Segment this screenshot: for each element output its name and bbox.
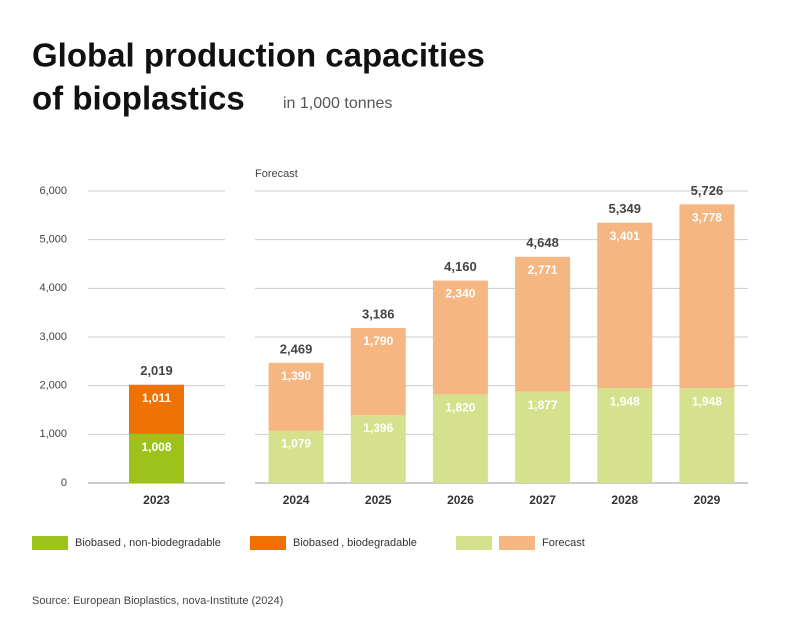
- legend-swatch: [250, 536, 286, 550]
- x-tick-label: 2029: [694, 493, 721, 507]
- bar-segment: [129, 384, 184, 434]
- y-tick-label: 1,000: [39, 428, 67, 440]
- total-label: 5,726: [691, 183, 724, 198]
- total-label: 4,648: [526, 235, 559, 250]
- segment-label: 3,401: [610, 229, 640, 243]
- bar-segment: [129, 433, 184, 483]
- total-label: 3,186: [362, 306, 395, 321]
- segment-label: 1,011: [142, 391, 172, 405]
- legend-swatch: [32, 536, 68, 550]
- legend-label: Biobased , non-biodegradable: [75, 537, 221, 549]
- total-label: 2,019: [140, 363, 173, 378]
- segment-label: 1,008: [141, 440, 171, 454]
- x-tick-label: 2026: [447, 493, 474, 507]
- chart-title: Global production capacities: [32, 37, 485, 74]
- segment-label: 1,079: [281, 437, 311, 451]
- bar-segment: [432, 280, 488, 395]
- chart-subtitle: in 1,000 tonnes: [283, 95, 392, 112]
- segment-label: 1,948: [610, 394, 640, 408]
- x-tick-label: 2025: [365, 493, 392, 507]
- x-tick-label: 2023: [143, 493, 170, 507]
- total-label: 4,160: [444, 259, 477, 274]
- bar-segment: [268, 362, 324, 431]
- x-tick-label: 2028: [611, 493, 638, 507]
- x-tick-label: 2024: [283, 493, 310, 507]
- y-tick-label: 0: [61, 477, 67, 489]
- segment-label: 1,877: [528, 398, 558, 412]
- y-tick-label: 2,000: [39, 380, 67, 392]
- bar-segment: [268, 430, 324, 483]
- bar-segment: [679, 388, 735, 483]
- total-label: 5,349: [608, 201, 641, 216]
- bar-segment: [515, 391, 571, 483]
- legend-swatch: [456, 536, 492, 550]
- bar-segment: [597, 388, 653, 483]
- y-tick-label: 4,000: [39, 282, 67, 294]
- legend-swatch: [499, 536, 535, 550]
- segment-label: 1,790: [363, 334, 393, 348]
- segment-label: 1,390: [281, 369, 311, 383]
- bar-segment: [597, 222, 653, 389]
- segment-label: 3,778: [692, 211, 722, 225]
- total-label: 2,469: [280, 341, 313, 356]
- bar-segment: [432, 394, 488, 483]
- source-note: Source: European Bioplastics, nova-Insti…: [32, 595, 283, 607]
- bar-segment: [350, 415, 406, 483]
- legend-label: Forecast: [542, 537, 585, 549]
- y-tick-label: 3,000: [39, 331, 67, 343]
- segment-label: 2,340: [445, 287, 475, 301]
- forecast-annotation: Forecast: [255, 168, 298, 180]
- segment-label: 1,948: [692, 394, 722, 408]
- bar-segment: [679, 204, 735, 389]
- y-tick-label: 6,000: [39, 185, 67, 197]
- segment-label: 1,820: [445, 401, 475, 415]
- chart-title: of bioplastics: [32, 80, 245, 117]
- bar-segment: [350, 327, 406, 416]
- y-tick-label: 5,000: [39, 234, 67, 246]
- bar-segment: [515, 256, 571, 392]
- segment-label: 1,396: [363, 421, 393, 435]
- segment-label: 2,771: [528, 263, 558, 277]
- x-tick-label: 2027: [529, 493, 556, 507]
- legend-label: Biobased , biodegradable: [293, 537, 417, 549]
